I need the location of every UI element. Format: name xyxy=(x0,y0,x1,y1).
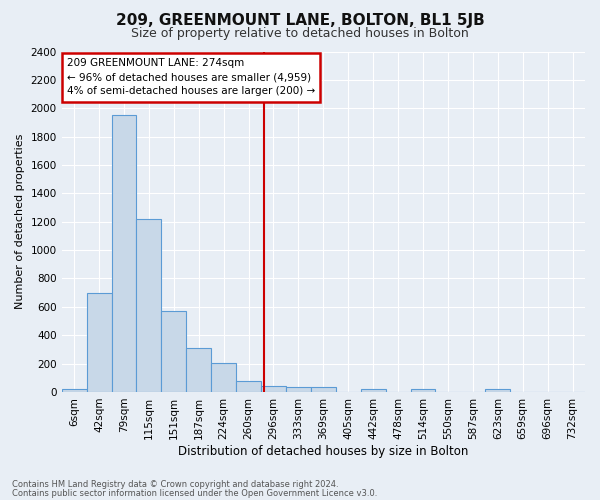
Bar xyxy=(236,380,261,392)
Y-axis label: Number of detached properties: Number of detached properties xyxy=(15,134,25,310)
Text: Contains HM Land Registry data © Crown copyright and database right 2024.: Contains HM Land Registry data © Crown c… xyxy=(12,480,338,489)
Bar xyxy=(261,386,286,392)
Text: 209 GREENMOUNT LANE: 274sqm
← 96% of detached houses are smaller (4,959)
4% of s: 209 GREENMOUNT LANE: 274sqm ← 96% of det… xyxy=(67,58,315,96)
Bar xyxy=(62,389,86,392)
Bar xyxy=(361,389,386,392)
Bar xyxy=(112,116,136,392)
X-axis label: Distribution of detached houses by size in Bolton: Distribution of detached houses by size … xyxy=(178,444,469,458)
Bar xyxy=(136,219,161,392)
Bar xyxy=(161,311,186,392)
Bar xyxy=(485,389,510,392)
Bar xyxy=(211,363,236,392)
Text: 209, GREENMOUNT LANE, BOLTON, BL1 5JB: 209, GREENMOUNT LANE, BOLTON, BL1 5JB xyxy=(116,12,484,28)
Bar xyxy=(286,387,311,392)
Bar xyxy=(86,292,112,392)
Text: Size of property relative to detached houses in Bolton: Size of property relative to detached ho… xyxy=(131,28,469,40)
Bar xyxy=(186,348,211,392)
Bar xyxy=(311,387,336,392)
Text: Contains public sector information licensed under the Open Government Licence v3: Contains public sector information licen… xyxy=(12,488,377,498)
Bar xyxy=(410,389,436,392)
